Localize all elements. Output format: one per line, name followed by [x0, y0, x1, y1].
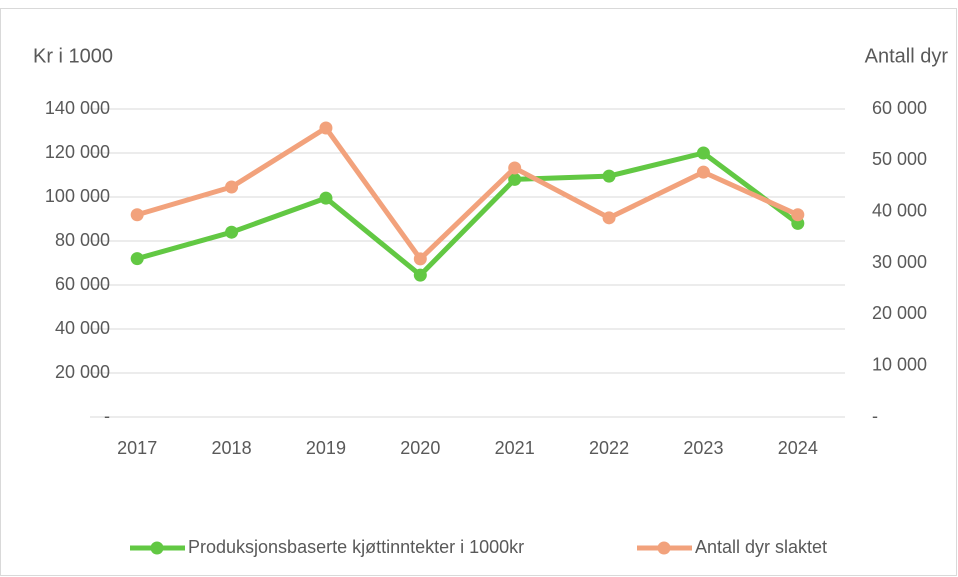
data-point: [791, 208, 805, 222]
y2-tick-label: -: [872, 406, 878, 426]
data-point: [225, 180, 239, 194]
series-line: [136, 125, 799, 262]
legend-label: Produksjonsbaserte kjøttinntekter i 1000…: [188, 537, 524, 557]
y-tick-label: 80 000: [55, 230, 110, 250]
series-line: [136, 150, 800, 278]
y-tick-label: 100 000: [45, 186, 110, 206]
y-axis-title: Kr i 1000: [33, 45, 113, 67]
x-tick-label: 2023: [683, 438, 723, 458]
x-tick-label: 2022: [589, 438, 629, 458]
y2-tick-label: 20 000: [872, 303, 927, 323]
x-tick-label: 2024: [778, 438, 818, 458]
x-tick-label: 2019: [306, 438, 346, 458]
y2-tick-label: 30 000: [872, 252, 927, 272]
x-tick-label: 2018: [212, 438, 252, 458]
legend-label: Antall dyr slaktet: [695, 537, 827, 557]
x-tick-label: 2020: [400, 438, 440, 458]
y-tick-label: 20 000: [55, 362, 110, 382]
x-tick-label: 2017: [117, 438, 157, 458]
legend-marker: [657, 541, 671, 555]
data-point: [413, 268, 427, 282]
data-point: [508, 161, 522, 175]
y2-tick-label: 60 000: [872, 98, 927, 118]
data-point: [413, 252, 427, 266]
data-point: [319, 191, 333, 205]
data-point: [696, 146, 710, 160]
data-point: [602, 169, 616, 183]
data-point: [130, 208, 144, 222]
y2-tick-label: 40 000: [872, 200, 927, 220]
legend-marker: [150, 541, 164, 555]
data-point: [602, 211, 616, 225]
y-tick-label: 120 000: [45, 142, 110, 162]
y2-tick-label: 10 000: [872, 354, 927, 374]
y-tick-label: -: [104, 406, 110, 426]
y2-axis-title: Antall dyr: [865, 45, 949, 67]
y-tick-label: 140 000: [45, 98, 110, 118]
x-tick-label: 2021: [495, 438, 535, 458]
chart-frame: [0, 8, 957, 576]
data-point: [696, 165, 710, 179]
y-tick-label: 40 000: [55, 318, 110, 338]
y-tick-label: 60 000: [55, 274, 110, 294]
data-point: [319, 121, 333, 135]
data-point: [508, 172, 522, 186]
data-point: [130, 252, 144, 266]
y2-tick-label: 50 000: [872, 149, 927, 169]
data-point: [225, 225, 239, 239]
